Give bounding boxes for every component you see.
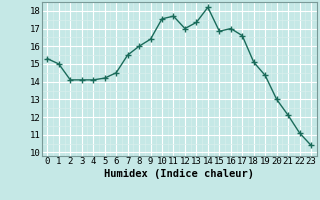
X-axis label: Humidex (Indice chaleur): Humidex (Indice chaleur) bbox=[104, 169, 254, 179]
